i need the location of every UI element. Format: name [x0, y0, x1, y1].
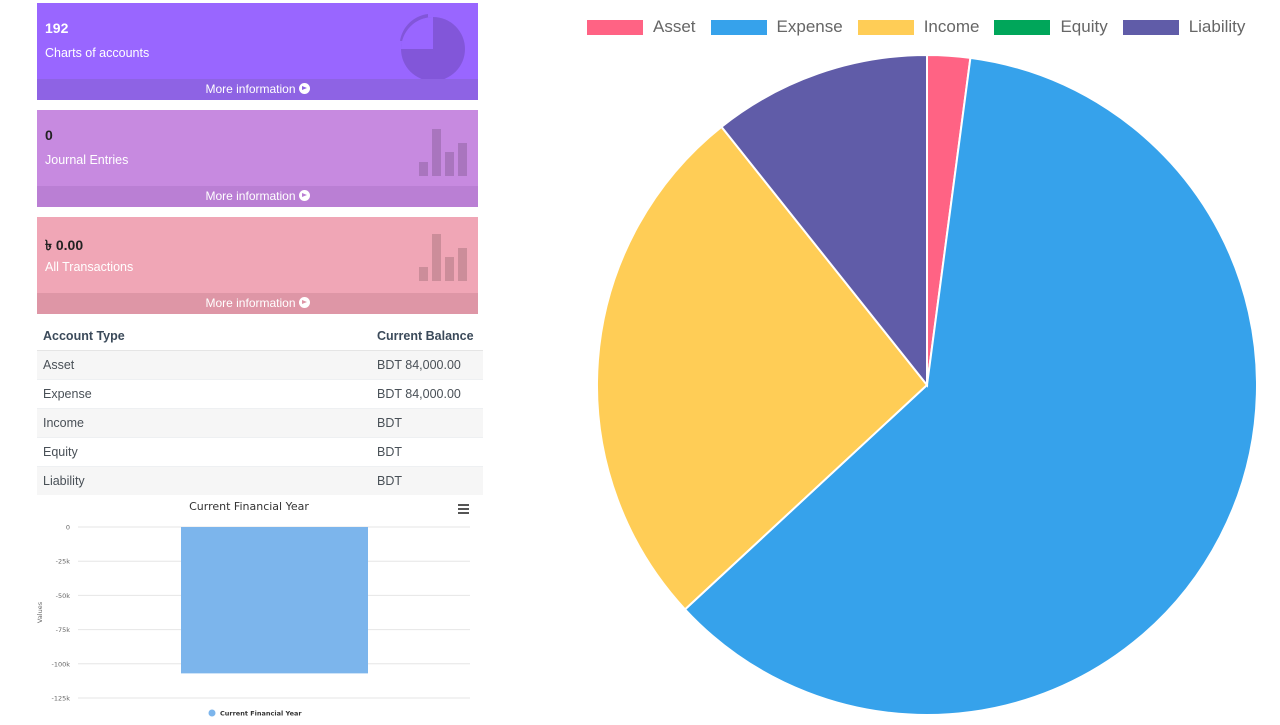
legend-marker: [208, 709, 216, 717]
table-row: Expense BDT 84,000.00: [37, 379, 483, 409]
balance-cell: BDT: [371, 466, 483, 495]
more-information-link[interactable]: More information: [37, 186, 478, 207]
legend-swatch: [857, 19, 914, 35]
arrow-circle-right-icon: [298, 190, 310, 201]
legend-label: Asset: [653, 17, 696, 36]
table-row: Asset BDT 84,000.00: [37, 350, 483, 380]
card-value: ৳ 0.00: [45, 237, 84, 253]
card-label: Journal Entries: [45, 153, 129, 167]
pie-chart-canvas: [596, 53, 1258, 716]
arrow-circle-right-icon: [298, 83, 310, 94]
y-tick-label: -75k: [56, 626, 71, 634]
account-type-cell: Equity: [37, 437, 371, 467]
legend-label: Income: [923, 17, 980, 36]
legend-item-expense[interactable]: Expense: [710, 17, 843, 37]
table-row: Liability BDT: [37, 466, 483, 495]
legend-swatch: [1122, 19, 1179, 35]
legend-label: Current Financial Year: [220, 710, 302, 718]
column-header-account-type: Account Type: [37, 322, 371, 351]
bar-chart-legend[interactable]: Current Financial Year: [208, 709, 303, 718]
more-information-label: More information: [205, 296, 296, 310]
bar-chart-title: Current Financial Year: [189, 500, 309, 513]
card-label: All Transactions: [45, 260, 134, 274]
table-row: Equity BDT: [37, 437, 483, 467]
financial-year-bar-chart: Current Financial Year 0 -25k -50k -75k -100k…: [30, 496, 485, 720]
legend-swatch: [994, 19, 1051, 35]
account-type-cell: Income: [37, 408, 371, 438]
legend-swatch: [710, 19, 767, 35]
y-tick-label: -100k: [51, 660, 70, 668]
bar-chart-icon: [419, 234, 467, 281]
account-type-cell: Liability: [37, 466, 371, 495]
legend-item-liability[interactable]: Liability: [1122, 17, 1246, 37]
hamburger-menu-icon[interactable]: [458, 504, 469, 514]
account-type-pie-chart: Asset Expense Income Equity Liability: [560, 0, 1280, 720]
more-information-link[interactable]: More information: [37, 293, 478, 314]
more-information-label: More information: [205, 82, 296, 96]
y-tick-label: 0: [66, 524, 70, 532]
arrow-circle-right-icon: [298, 297, 310, 308]
y-tick-label: -125k: [51, 695, 70, 703]
balance-cell: BDT 84,000.00: [371, 379, 483, 409]
account-balance-table: Account Type Current Balance Asset BDT 8…: [37, 322, 483, 495]
pie-slice-expense[interactable]: [683, 56, 1258, 716]
more-information-link[interactable]: More information: [37, 79, 478, 100]
column-header-current-balance: Current Balance: [371, 322, 483, 351]
table-header-row: Account Type Current Balance: [37, 322, 483, 351]
table-row: Income BDT: [37, 408, 483, 438]
card-label: Charts of accounts: [45, 46, 150, 60]
pie-slice-liability[interactable]: [720, 53, 928, 388]
legend-label: Liability: [1188, 17, 1246, 36]
y-tick-label: -25k: [56, 558, 71, 566]
pie-chart-icon: [400, 14, 465, 81]
account-type-cell: Expense: [37, 379, 371, 409]
card-all-transactions: ৳ 0.00 All Transactions More information: [37, 217, 478, 314]
legend-swatch: [587, 19, 643, 35]
card-value: 192: [45, 20, 69, 36]
balance-cell: BDT 84,000.00: [371, 350, 483, 380]
more-information-label: More information: [205, 189, 296, 203]
account-type-cell: Asset: [37, 350, 371, 380]
bar-chart-icon: [419, 129, 467, 176]
card-value: 0: [45, 127, 53, 143]
bar-chart-canvas: Current Financial Year 0 -25k -50k -75k -100k…: [36, 500, 470, 718]
legend-label: Expense: [776, 17, 843, 36]
pie-slice-income[interactable]: [596, 125, 929, 611]
pie-legend: Asset Expense Income Equity Liability: [587, 16, 1260, 38]
legend-item-asset[interactable]: Asset: [587, 17, 696, 37]
legend-label: Equity: [1060, 17, 1108, 36]
y-tick-label: -50k: [56, 592, 71, 600]
card-charts-of-accounts: 192 Charts of accounts More information: [37, 3, 478, 100]
y-axis-label: Values: [36, 601, 44, 623]
legend-item-equity[interactable]: Equity: [994, 17, 1108, 37]
card-journal-entries: 0 Journal Entries More information: [37, 110, 478, 207]
legend-item-income[interactable]: Income: [857, 17, 980, 37]
balance-cell: BDT: [371, 437, 483, 467]
dashboard-left-column: 192 Charts of accounts More information …: [0, 0, 490, 720]
bar[interactable]: [181, 527, 368, 674]
balance-cell: BDT: [371, 408, 483, 438]
